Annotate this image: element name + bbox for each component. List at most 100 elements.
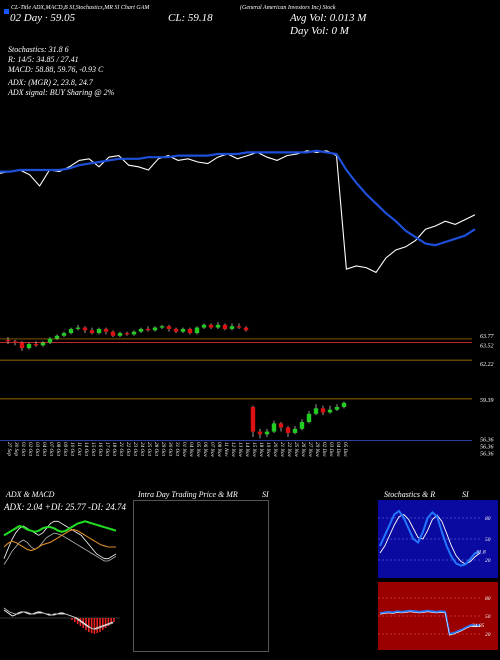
- date-label: 11 Nov: [223, 442, 229, 457]
- date-label: 30 Sep: [13, 442, 19, 456]
- candle-body: [236, 326, 242, 328]
- candle-body: [334, 406, 340, 410]
- candle-body: [166, 326, 172, 329]
- price-level-label: 62.22: [480, 362, 494, 368]
- macd-histogram-bar: [107, 618, 110, 626]
- stoch-d-line: [379, 513, 481, 565]
- date-label: 14 Nov: [244, 442, 251, 458]
- macd-histogram-bar: [88, 618, 90, 632]
- adx-line: ADX: (MGR) 2, 23.8, 24.7: [8, 78, 93, 87]
- macd-histogram-bar: [76, 618, 79, 624]
- price-level-label: 63.77: [480, 334, 495, 340]
- candle-body: [271, 423, 277, 432]
- candle-body: [33, 344, 39, 346]
- r-line: R: 14/5: 34.85 / 27.41: [8, 55, 79, 64]
- avg-volume: Avg Vol: 0.013 M: [290, 12, 367, 24]
- candle-body: [243, 327, 249, 331]
- date-label: 25 Oct: [146, 442, 152, 457]
- candle-body: [96, 328, 102, 334]
- rsi-value-label: 34.85: [471, 622, 485, 629]
- candle-body: [110, 331, 116, 336]
- adx-signal: ADX signal: BUY Sharing @ 2%: [8, 88, 115, 97]
- adx-minus-di-line: [3, 532, 117, 565]
- stochastics-line: Stochastics: 31.8 6: [8, 45, 69, 54]
- date-label: 30 Oct: [167, 442, 173, 457]
- candle-body: [89, 330, 95, 334]
- macd-histogram-bar: [113, 618, 115, 622]
- price-level-label: 63.52: [480, 343, 494, 349]
- close-label: CL: 59.18: [168, 12, 213, 24]
- adx-orange-line: [3, 528, 116, 552]
- price-level-label: 56.36: [480, 451, 494, 457]
- candle-body: [320, 408, 326, 413]
- adx-panel-values: ADX: 2.04 +DI: 25.77 -DI: 24.74: [4, 502, 127, 512]
- candle-body: [54, 335, 60, 339]
- candle-body: [278, 423, 284, 428]
- candle-body: [257, 431, 263, 435]
- date-label: 09 Oct: [62, 442, 68, 457]
- candle-body: [12, 341, 18, 343]
- macd-histogram-bar: [71, 618, 73, 620]
- candle-body: [61, 333, 67, 336]
- candle-body: [75, 327, 81, 329]
- price-level-label: 59.39: [480, 398, 494, 404]
- stoch-tick-label: 20: [485, 558, 491, 564]
- macd-histogram-bar: [93, 618, 96, 634]
- company-name: (General American Investors Inc) Stock: [240, 5, 336, 11]
- macd-panel: [0, 607, 120, 634]
- candle-body: [292, 428, 298, 433]
- candle-body: [82, 327, 88, 331]
- date-line: 02 Day · 59.05: [10, 12, 76, 24]
- candle-body: [117, 333, 123, 336]
- price-level-label: 56.36: [480, 444, 494, 450]
- date-label: 10 Oct: [69, 442, 75, 457]
- candle-body: [131, 331, 137, 335]
- macd-histogram-bar: [99, 618, 101, 632]
- date-label: 04 Oct: [41, 442, 48, 457]
- date-label: 01 Oct: [20, 442, 26, 457]
- candle-body: [40, 342, 46, 346]
- date-label: 12 Nov: [230, 442, 236, 458]
- candle-body: [19, 342, 25, 349]
- stoch-panel-title: Stochastics & R: [384, 490, 436, 499]
- date-label: 27 Sep: [6, 442, 12, 456]
- date-label: 15 Oct: [90, 442, 96, 457]
- day-volume: Day Vol: 0 M: [290, 25, 349, 37]
- date-label: 05 Nov: [195, 442, 201, 458]
- candle-body: [215, 324, 221, 328]
- date-label: 29 Oct: [160, 442, 166, 457]
- date-label: 07 Nov: [209, 442, 215, 458]
- candle-body: [341, 402, 347, 407]
- rsi-tick-label: 50: [485, 614, 491, 620]
- macd-signal-line: [3, 607, 114, 630]
- macd-line: [3, 609, 114, 630]
- macd-histogram-bar: [104, 618, 107, 628]
- rsi-tick-label: 80: [485, 596, 491, 602]
- adx-green-line: [3, 520, 117, 537]
- candle-body: [180, 328, 186, 332]
- price-line: [0, 150, 476, 274]
- macd-histogram-bar: [90, 618, 93, 633]
- date-label: 18 Nov: [258, 442, 264, 458]
- macd-histogram-bar: [85, 618, 87, 630]
- date-label: 18 Oct: [111, 442, 117, 457]
- legend-swatch: [4, 9, 9, 14]
- intraday-panel: [133, 500, 269, 652]
- candle-body: [145, 328, 151, 331]
- candle-body: [250, 406, 256, 432]
- candle-body: [173, 328, 179, 332]
- candle-body: [124, 333, 130, 335]
- candle-body: [201, 324, 207, 328]
- date-label: 28 Oct: [153, 442, 159, 457]
- date-label: 19 Nov: [265, 442, 271, 458]
- date-label: 11 Oct: [76, 442, 82, 456]
- date-label: 22 Oct: [125, 442, 131, 457]
- rsi-tick-label: 20: [485, 632, 491, 638]
- stoch-tick-label: 50: [485, 537, 491, 543]
- date-label: 27 Nov: [307, 442, 313, 458]
- candle-body: [313, 408, 319, 414]
- candle-body: [222, 324, 228, 329]
- macd-histogram-bar: [102, 618, 104, 630]
- date-label: 02 Dec: [321, 442, 327, 458]
